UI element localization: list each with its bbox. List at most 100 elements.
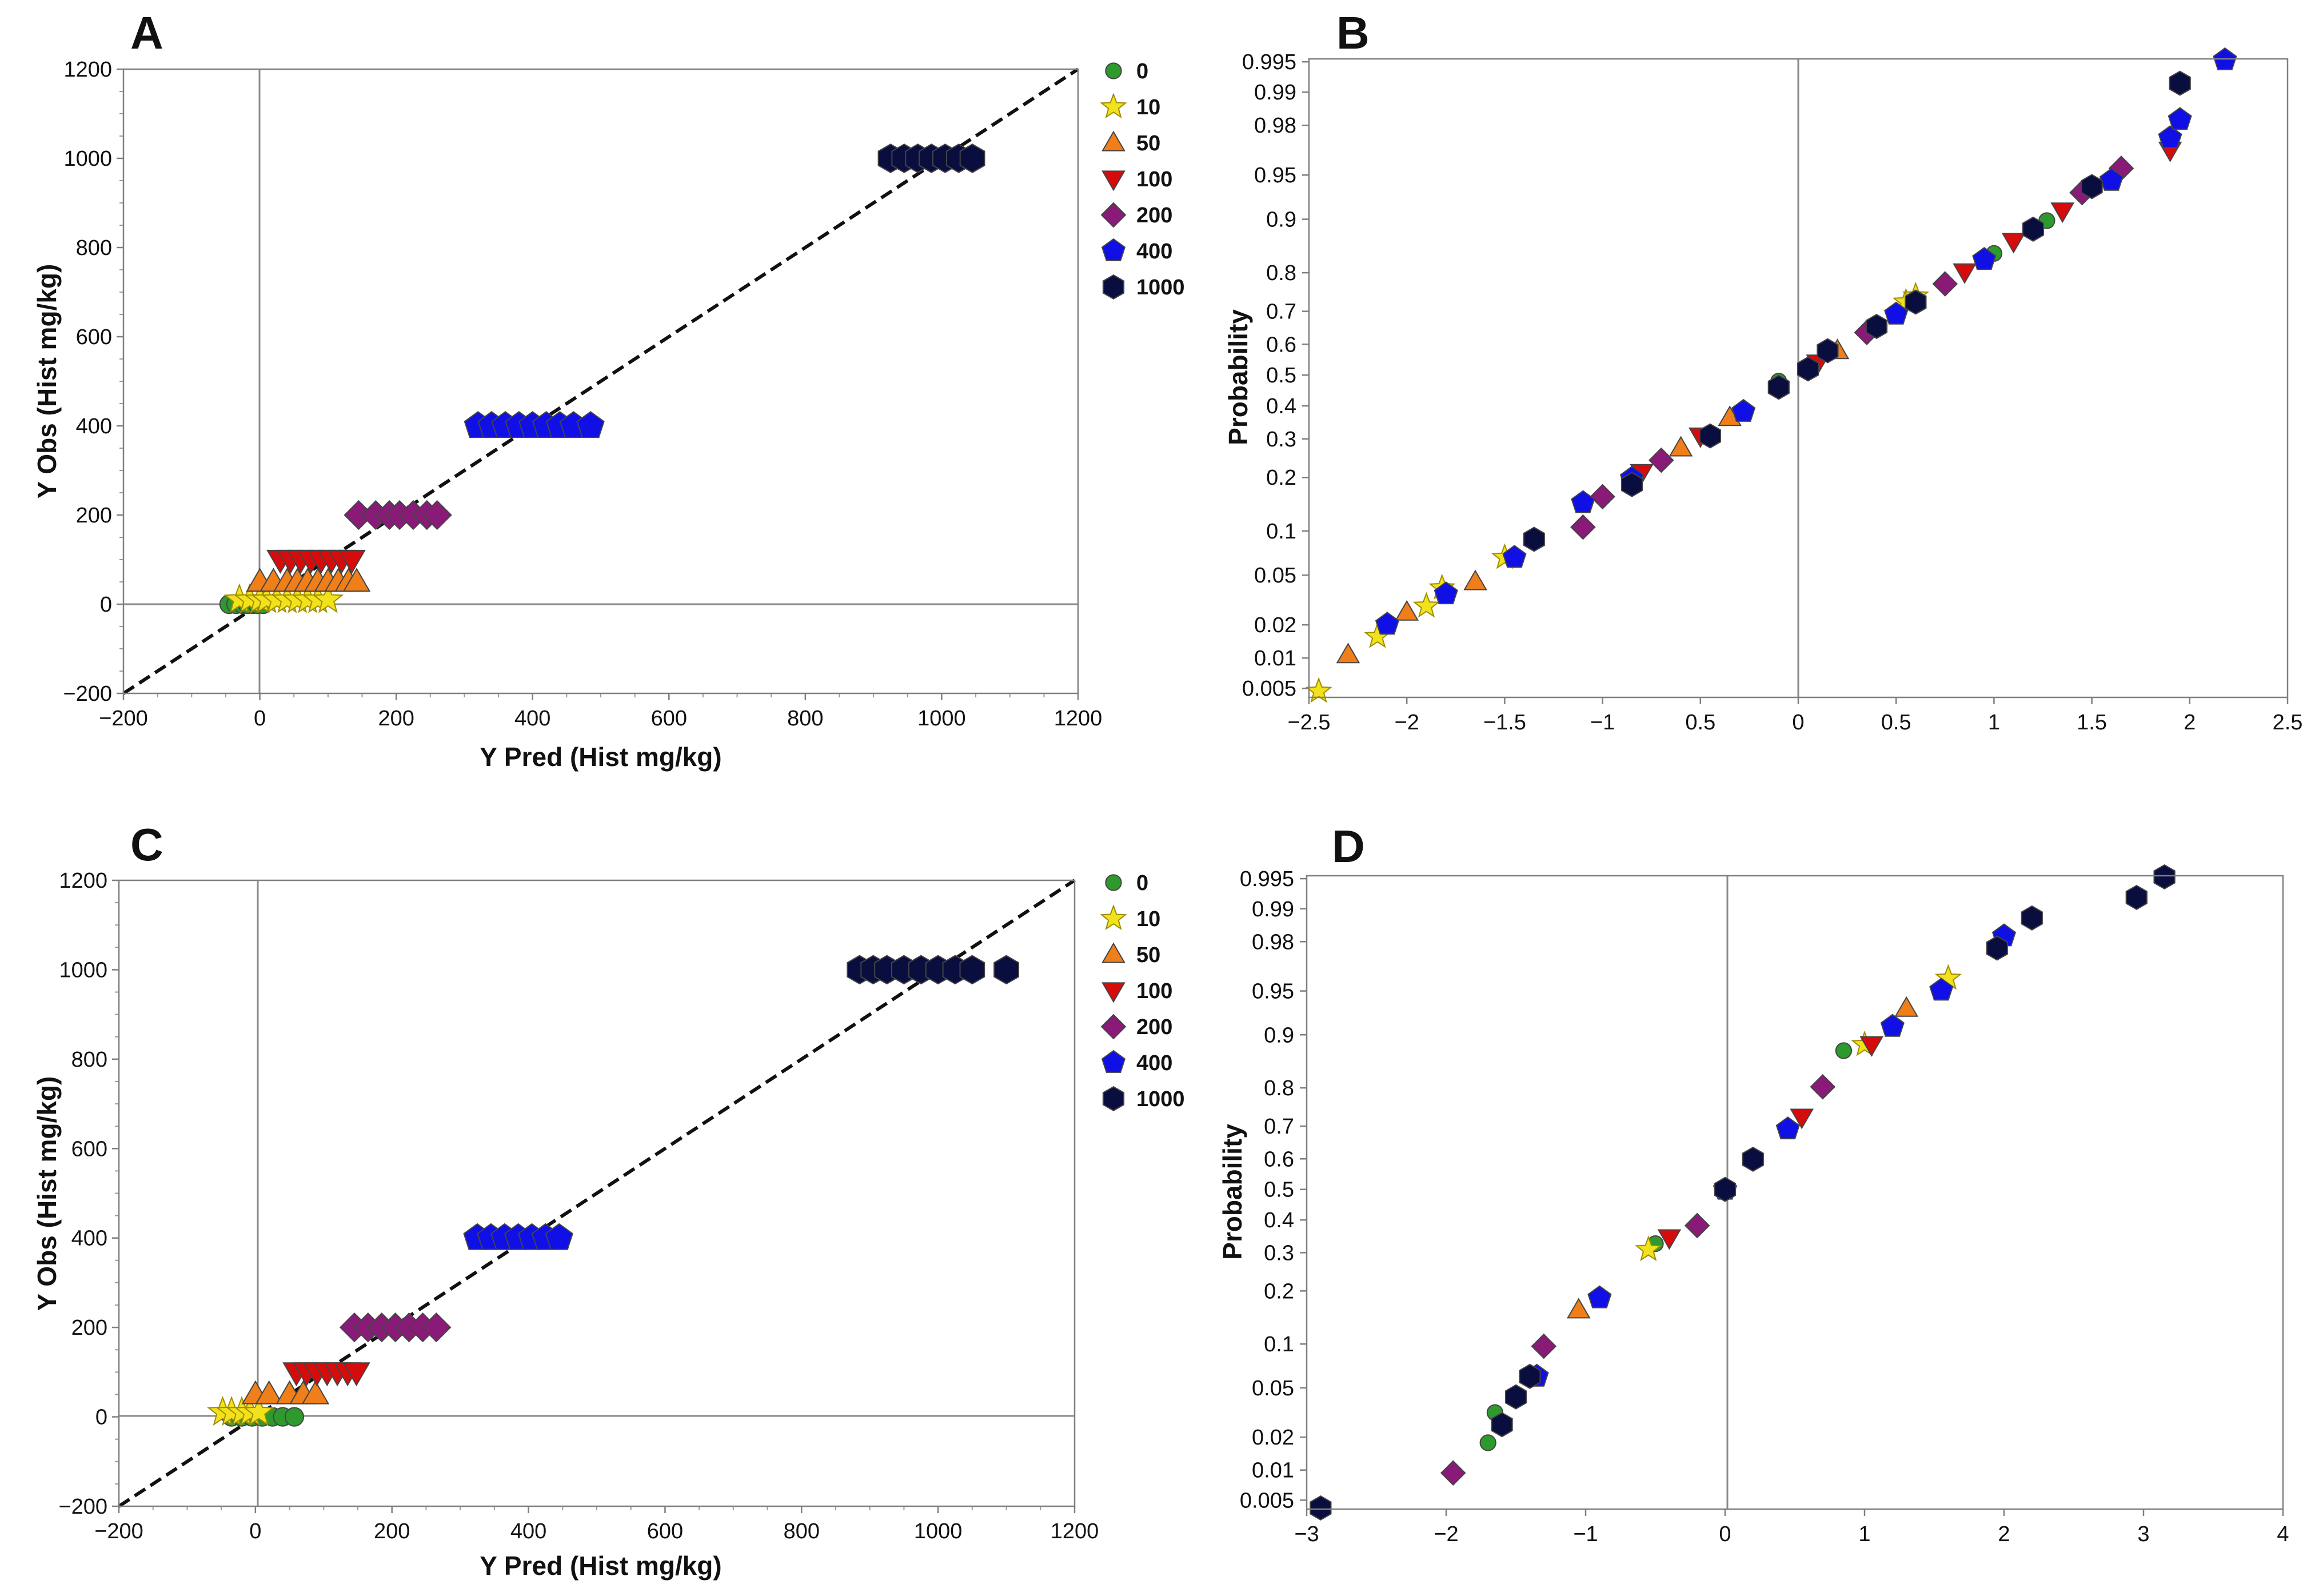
legend-label-10: 10 [1136, 907, 1160, 931]
y-tick-label: 0.7 [1266, 300, 1296, 324]
panel-d-chart: D −3 −2 −1 0 1 2 3 4 0.005 0.01 0.02 0.05 0.1 0.2 0.3 0… [1218, 821, 2289, 1546]
data-point-1000 [1519, 1363, 1541, 1389]
y-tick-label: 0.95 [1254, 163, 1296, 187]
legend-marker-100 [1101, 170, 1125, 191]
data-point-100 [1953, 263, 1977, 284]
data-point-100 [1859, 1036, 1884, 1057]
y-tick-label: 0.9 [1264, 1023, 1294, 1047]
y-tick-label: 0 [100, 593, 112, 617]
x-tick-label: −1.5 [1483, 711, 1526, 735]
y-tick-label: −200 [63, 682, 112, 706]
data-point-200 [1810, 1074, 1836, 1100]
x-tick-label: 1000 [917, 707, 966, 731]
y-tick-label: 0.01 [1254, 647, 1296, 671]
legend-label-100: 100 [1136, 167, 1172, 191]
legend-marker-1000 [1102, 274, 1125, 300]
panel-a-chart: A −200 0 200 400 600 800 1000 1200−200020040060… [32, 7, 1185, 772]
y-tick-label: 0.2 [1266, 466, 1296, 490]
data-point-10 [1412, 592, 1440, 618]
data-point-400 [1972, 246, 1997, 270]
x-tick-label: −1 [1590, 711, 1615, 735]
x-tick-label: 800 [787, 707, 823, 731]
x-tick-label: 600 [647, 1519, 683, 1543]
y-tick-label: 0.98 [1254, 114, 1296, 138]
y-tick-label: 0.1 [1266, 520, 1296, 544]
data-point-10 [243, 1395, 275, 1426]
panel-c-x-label: Y Pred (Hist mg/kg) [480, 1551, 721, 1581]
y-tick-label: 0.005 [1242, 677, 1296, 701]
data-point-100 [1657, 1229, 1682, 1250]
x-tick-label: 0 [254, 707, 266, 731]
panel-a-x-label: Y Pred (Hist mg/kg) [480, 742, 721, 772]
x-tick-label: 400 [510, 1519, 546, 1543]
data-point-400 [1884, 301, 1909, 325]
legend-marker-200 [1100, 202, 1127, 228]
x-tick-label: 200 [374, 1519, 410, 1543]
data-point-400 [545, 1223, 573, 1250]
legend-marker-400 [1101, 238, 1126, 261]
data-point-1000 [2153, 864, 2176, 890]
data-point-50 [255, 1380, 284, 1405]
legend-label-10: 10 [1136, 95, 1160, 119]
data-point-1000 [993, 955, 1019, 985]
panel-b-y-label: Probability [1223, 309, 1253, 445]
data-point-1000 [2125, 884, 2148, 911]
data-point-1000 [1742, 1146, 1764, 1172]
legend-label-400: 400 [1136, 1051, 1172, 1075]
x-tick-label: 1000 [914, 1519, 963, 1543]
x-tick-label: 800 [784, 1519, 820, 1543]
legend-label-400: 400 [1136, 240, 1172, 264]
panel-a-points [219, 143, 985, 615]
panel-d-ticks: −3 −2 −1 0 1 2 3 4 0.005 0.01 0.02 0.05 0.1 0.2 0.3 0.4… [1240, 867, 2289, 1546]
x-tick-label: 2.5 [2273, 711, 2303, 735]
y-tick-label: 0.4 [1264, 1208, 1294, 1232]
x-tick-label: 1200 [1054, 707, 1103, 731]
data-point-0 [1479, 1434, 1496, 1451]
legend-label-50: 50 [1136, 131, 1160, 155]
y-tick-label: 1000 [59, 958, 107, 982]
y-tick-label: 600 [71, 1137, 107, 1161]
data-point-1000 [1699, 423, 1721, 449]
x-tick-label: 2 [1998, 1522, 2010, 1546]
x-tick-label: 2 [2184, 711, 2196, 735]
y-tick-label: 0.98 [1252, 930, 1294, 954]
panel-b-ticks: −2.5 −2 −1.5 −1 0.5 0 0.5 1 1.5 2 2.5 0.005 0.01 0.02… [1242, 50, 2303, 735]
y-tick-label: 0.99 [1254, 81, 1296, 105]
panel-c-letter: C [130, 819, 163, 870]
data-point-1000 [1491, 1412, 1513, 1438]
y-tick-label: 0.02 [1254, 613, 1296, 637]
data-point-1000 [959, 955, 985, 985]
data-point-200 [1932, 271, 1958, 297]
data-point-200 [1440, 1460, 1466, 1486]
data-point-400 [1731, 398, 1756, 422]
legend-label-100: 100 [1136, 979, 1172, 1003]
x-tick-label: 0 [249, 1519, 261, 1543]
data-point-50 [342, 568, 371, 592]
data-point-100 [2001, 233, 2026, 254]
y-tick-label: 0.7 [1264, 1115, 1294, 1139]
x-tick-label: −200 [99, 707, 148, 731]
x-tick-label: −3 [1294, 1522, 1319, 1546]
panel-b-chart: B −2.5 −2 −1.5 −1 0.5 0 0.5 1 1.5 2 2.5 0.005 0.01 0.… [1223, 7, 2302, 735]
data-point-1000 [959, 143, 985, 173]
data-point-1000 [1865, 314, 1888, 340]
panel-b-letter: B [1336, 7, 1370, 58]
data-point-0 [284, 1407, 305, 1427]
data-point-200 [1590, 484, 1615, 510]
y-tick-label: 800 [76, 236, 112, 260]
data-point-1000 [1310, 1495, 1332, 1521]
panel-a-legend: 0 10 50 100 200 400 1000 [1100, 59, 1185, 300]
legend-label-0: 0 [1136, 59, 1148, 83]
data-point-1000 [1817, 338, 1839, 364]
x-tick-label: 1200 [1051, 1519, 1099, 1543]
data-point-10 [1305, 677, 1332, 703]
data-point-200 [1684, 1212, 1710, 1239]
y-tick-label: 0.995 [1240, 867, 1294, 891]
data-point-200 [1648, 447, 1674, 473]
legend-marker-50 [1101, 942, 1125, 963]
x-tick-label: −1 [1573, 1522, 1598, 1546]
data-point-400 [1775, 1116, 1800, 1140]
data-point-200 [422, 500, 452, 530]
data-point-50 [1463, 569, 1487, 590]
legend-label-0: 0 [1136, 871, 1148, 895]
